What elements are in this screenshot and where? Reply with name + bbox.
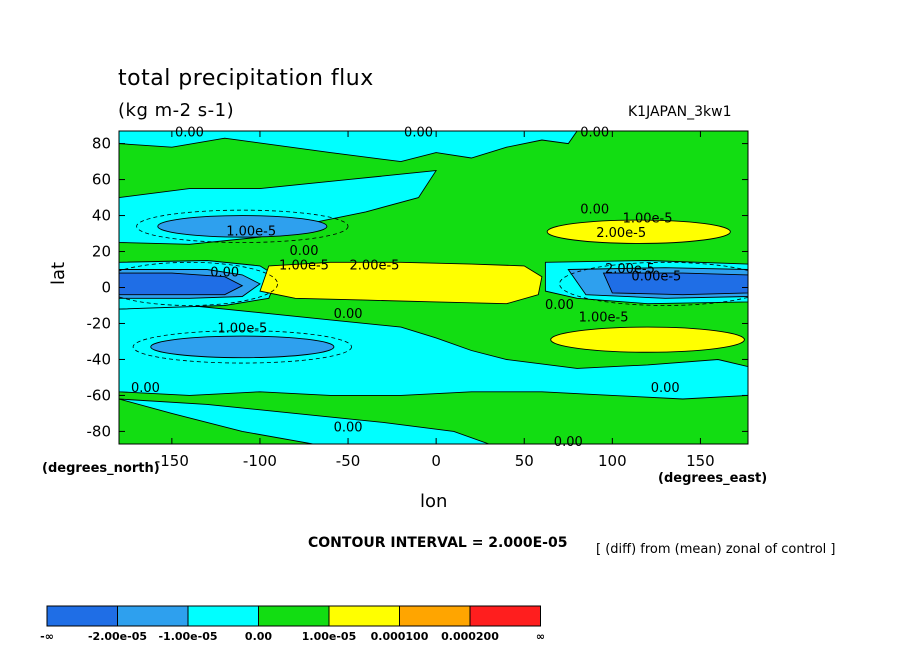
y-tick-label: -80: [87, 422, 112, 440]
x-tick-label: -50: [336, 452, 361, 470]
contour-label-0: 0.00: [175, 125, 204, 140]
region-neg-2e5-east: [602, 272, 748, 296]
legend-swatch-6: [469, 605, 541, 627]
contour-label-8: 1.00e-5: [279, 259, 329, 274]
contour-label-9: 2.00e-5: [350, 259, 400, 274]
legend-swatch-4: [328, 605, 400, 627]
run-id-label: K1JAPAN_3kw1: [628, 104, 732, 120]
color-legend: -∞ -2.00e-05 -1.00e-05 0.00 1.00e-05 0.000100…: [40, 605, 545, 643]
region-pos-equator: [259, 261, 543, 305]
region-neg-north-cap: [119, 131, 578, 163]
x-axis-units: (degrees_east): [658, 471, 768, 486]
legend-swatch-3: [258, 605, 330, 627]
legend-swatch-5: [399, 605, 471, 627]
region-pos-south-east: [550, 326, 745, 353]
legend-label-7: ∞: [536, 630, 545, 643]
dashed-contour-0: [136, 209, 349, 243]
y-tick-label: 0: [101, 279, 111, 297]
contour-label-3: 1.00e-5: [226, 224, 276, 239]
legend-label-6: 0.000200: [441, 630, 499, 643]
x-axis-title: lon: [420, 491, 448, 512]
y-tick-label: 80: [92, 135, 111, 153]
legend-swatch-2: [187, 605, 259, 627]
region-neg-1e5-south: [150, 335, 335, 359]
y-tick-label: -20: [87, 314, 112, 332]
x-tick-label: 50: [515, 452, 534, 470]
y-tick-label: 40: [92, 207, 111, 225]
dashed-contour-1: [132, 330, 352, 364]
contour-label-15: 1.00e-5: [579, 311, 629, 326]
legend-label-5: 0.000100: [371, 630, 429, 643]
contour-label-12: 0.00e-5: [631, 269, 681, 284]
x-tick-label: -100: [243, 452, 277, 470]
contour-label-16: 1.00e-5: [217, 321, 267, 336]
contour-label-18: 0.00: [651, 381, 680, 396]
contour-label-10: 0.00: [210, 266, 239, 281]
chart-subtitle: (kg m-2 s-1): [118, 100, 235, 121]
contour-label-20: 0.00: [554, 435, 583, 450]
legend-label-3: 0.00: [245, 630, 272, 643]
region-neg-1e5-north: [157, 215, 328, 238]
contour-label-2: 0.00: [580, 125, 609, 140]
legend-label-0: -∞: [40, 630, 54, 643]
y-axis-title: lat: [48, 261, 69, 285]
y-axis-units: (degrees_north): [42, 461, 160, 476]
contour-interval-label: CONTOUR INTERVAL = 2.000E-05: [308, 535, 568, 551]
contour-map: 0.00 0.00 0.001.00e-50.001.00e-52.00e-50.0…: [119, 125, 748, 450]
contour-label-7: 0.00: [290, 244, 319, 259]
region-neg-south-cap: [119, 398, 490, 444]
contour-label-13: 0.00: [545, 298, 574, 313]
diff-note: [ (diff) from (mean) zonal of control ]: [596, 542, 836, 557]
region-neg-south-band: [119, 305, 748, 400]
legend-label-2: -1.00e-05: [158, 630, 217, 643]
legend-label-4: 1.00e-05: [302, 630, 356, 643]
plot-axes: -150 -100 -50 0 50 100 150 80 60 40 20 0 -20 -40 -60 -8…: [87, 130, 749, 470]
x-tick-label: 0: [431, 452, 441, 470]
chart-title: total precipitation flux: [118, 66, 374, 91]
legend-swatch-0: [46, 605, 118, 627]
contour-label-1: 0.00: [404, 125, 433, 140]
contour-label-6: 2.00e-5: [596, 226, 646, 241]
contour-label-19: 0.00: [334, 420, 363, 435]
x-tick-label: 150: [686, 452, 715, 470]
contour-label-5: 1.00e-5: [623, 212, 673, 227]
x-tick-label: -150: [155, 452, 189, 470]
x-tick-label: 100: [598, 452, 627, 470]
y-tick-label: -60: [87, 386, 112, 404]
contour-label-14: 0.00: [334, 307, 363, 322]
y-tick-label: -40: [87, 350, 112, 368]
legend-swatch-1: [117, 605, 189, 627]
contour-label-17: 0.00: [131, 381, 160, 396]
region-pos-north-east: [546, 219, 731, 244]
dashed-contour-2: [119, 261, 278, 306]
contour-label-11: 2.00e-5: [605, 262, 655, 277]
legend-label-1: -2.00e-05: [88, 630, 147, 643]
contour-label-4: 0.00: [580, 203, 609, 218]
region-neg-2e5-west: [119, 272, 244, 296]
y-tick-label: 60: [92, 171, 111, 189]
y-tick-label: 20: [92, 243, 111, 261]
